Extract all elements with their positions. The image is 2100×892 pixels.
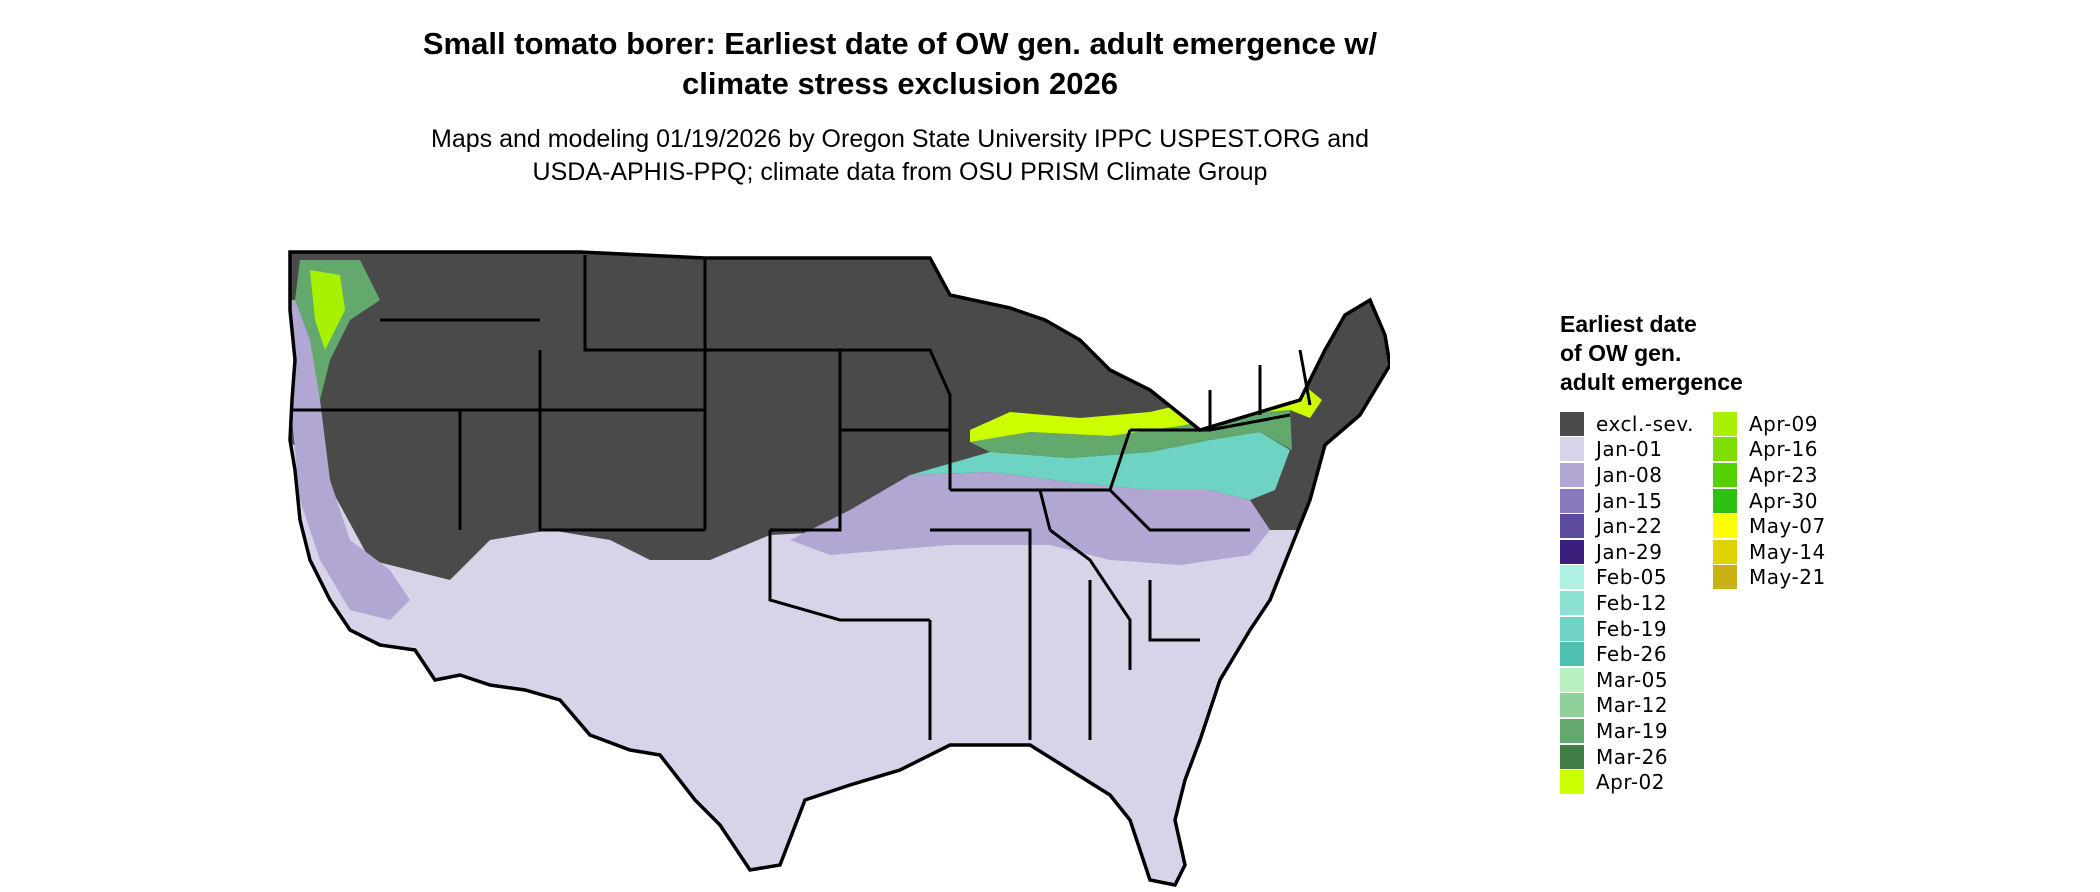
legend-label: Apr-09 xyxy=(1749,411,1818,436)
legend-label: Jan-15 xyxy=(1596,488,1663,513)
legend-item: Feb-05 xyxy=(1560,565,1694,591)
legend-item: Apr-16 xyxy=(1713,437,1826,463)
zone-midsouth-jan08 xyxy=(790,472,1270,565)
zone-transition-feb xyxy=(910,432,1290,500)
legend-label: Apr-30 xyxy=(1749,488,1818,513)
legend-label: May-14 xyxy=(1749,539,1826,564)
legend-item: Jan-01 xyxy=(1560,437,1694,463)
legend-label: May-07 xyxy=(1749,514,1826,539)
legend-item: Apr-09 xyxy=(1713,411,1826,437)
legend-item: Mar-19 xyxy=(1560,718,1694,744)
zone-west-coast-low xyxy=(290,300,410,620)
legend-item: May-07 xyxy=(1713,513,1826,539)
legend-item: Apr-02 xyxy=(1560,769,1694,795)
legend-label: Apr-02 xyxy=(1596,770,1665,795)
legend-item: May-14 xyxy=(1713,539,1826,565)
legend-title-line-1: Earliest date xyxy=(1560,311,1697,337)
legend-swatch xyxy=(1713,462,1737,487)
legend-item: Jan-22 xyxy=(1560,513,1694,539)
legend-swatch xyxy=(1560,437,1584,462)
legend-swatch xyxy=(1713,437,1737,462)
legend-title-line-3: adult emergence xyxy=(1560,369,1743,395)
legend-label: Jan-01 xyxy=(1596,437,1663,462)
legend-column-2: Apr-09 Apr-16 Apr-23 Apr-30 May-07 May-14 May-… xyxy=(1713,411,1826,590)
legend-label: Jan-08 xyxy=(1596,462,1663,487)
legend-swatch xyxy=(1560,667,1584,692)
legend-swatch xyxy=(1560,462,1584,487)
legend-swatch xyxy=(1560,770,1584,795)
legend-item: Apr-30 xyxy=(1713,488,1826,514)
legend-item: Jan-08 xyxy=(1560,462,1694,488)
legend-swatch xyxy=(1560,744,1584,769)
legend-label: Feb-19 xyxy=(1596,616,1668,641)
legend-swatch xyxy=(1560,488,1584,513)
legend-swatch xyxy=(1713,539,1737,564)
legend-item: Jan-29 xyxy=(1560,539,1694,565)
legend-item: Mar-12 xyxy=(1560,693,1694,719)
legend-label: Mar-12 xyxy=(1596,693,1669,718)
zone-fills xyxy=(290,252,1390,885)
legend-item: Feb-19 xyxy=(1560,616,1694,642)
legend-item: Feb-26 xyxy=(1560,641,1694,667)
legend-title-line-2: of OW gen. xyxy=(1560,340,1682,366)
legend-label: Mar-05 xyxy=(1596,667,1669,692)
map-title-line-2: climate stress exclusion 2026 xyxy=(682,66,1118,101)
legend-swatch xyxy=(1560,718,1584,743)
legend-swatch xyxy=(1560,565,1584,590)
legend-label: Apr-23 xyxy=(1749,462,1818,487)
legend-item: Mar-05 xyxy=(1560,667,1694,693)
legend-swatch xyxy=(1713,565,1737,590)
legend-label: Mar-19 xyxy=(1596,718,1669,743)
legend-item: excl.-sev. xyxy=(1560,411,1694,437)
legend-swatch xyxy=(1713,411,1737,436)
legend-swatch xyxy=(1560,411,1584,436)
legend-label: Feb-12 xyxy=(1596,590,1668,615)
legend-swatch xyxy=(1560,590,1584,615)
map-title-line-1: Small tomato borer: Earliest date of OW … xyxy=(422,26,1378,61)
legend-item: Feb-12 xyxy=(1560,590,1694,616)
legend-swatch xyxy=(1560,616,1584,641)
state-boundaries xyxy=(288,250,1390,887)
legend-label: excl.-sev. xyxy=(1596,411,1694,436)
legend-item: May-21 xyxy=(1713,565,1826,591)
legend-column-1: excl.-sev. Jan-01 Jan-08 Jan-15 Jan-22 Jan-29… xyxy=(1560,411,1694,795)
legend-swatch xyxy=(1713,488,1737,513)
legend-label: Jan-22 xyxy=(1596,514,1663,539)
legend-swatch xyxy=(1560,693,1584,718)
legend-swatch xyxy=(1560,514,1584,539)
us-map xyxy=(288,250,1390,887)
zone-west-coast-apr xyxy=(310,270,345,350)
legend-item: Apr-23 xyxy=(1713,462,1826,488)
legend-label: Apr-16 xyxy=(1749,437,1818,462)
legend-label: May-21 xyxy=(1749,565,1826,590)
map-subtitle-line-1: Maps and modeling 01/19/2026 by Oregon S… xyxy=(431,125,1369,153)
legend-swatch xyxy=(1560,539,1584,564)
legend-swatch xyxy=(1560,642,1584,667)
legend-label: Feb-26 xyxy=(1596,642,1668,667)
legend-label: Mar-26 xyxy=(1596,744,1669,769)
legend-swatch xyxy=(1713,514,1737,539)
legend-item: Jan-15 xyxy=(1560,488,1694,514)
legend-item: Mar-26 xyxy=(1560,744,1694,770)
legend-label: Feb-05 xyxy=(1596,565,1668,590)
map-subtitle-line-2: USDA-APHIS-PPQ; climate data from OSU PR… xyxy=(532,158,1268,186)
legend-label: Jan-29 xyxy=(1596,539,1663,564)
